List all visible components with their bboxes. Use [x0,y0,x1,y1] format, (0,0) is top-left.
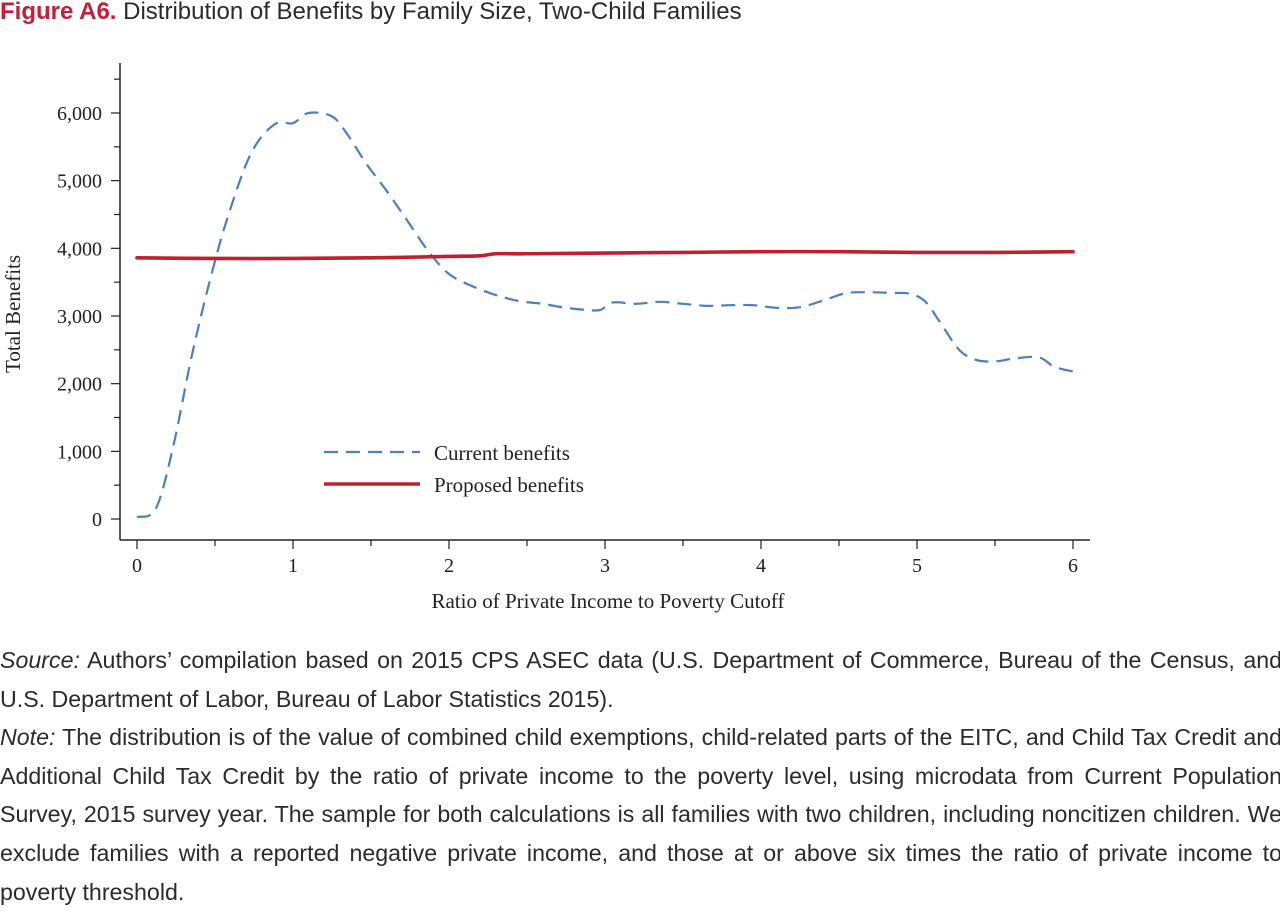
x-tick-label: 0 [132,555,142,577]
figure-title: Figure A6. Distribution of Benefits by F… [0,0,742,26]
figure-title-text: Distribution of Benefits by Family Size,… [123,0,742,25]
source-label: Source: [0,647,80,673]
y-axis-label: Total Benefits [1,255,25,373]
note-label: Note: [0,724,56,751]
x-tick-label: 3 [600,555,610,577]
legend-label: Current benefits [434,441,570,465]
x-tick-label: 5 [912,555,922,577]
x-tick-label: 2 [444,555,454,577]
chart-legend: Current benefits Proposed benefits [324,441,584,497]
legend-proposed-benefits: Proposed benefits [324,473,584,497]
current-benefits-line [136,111,1074,519]
y-tick-label: 6,000 [57,103,102,125]
y-tick-label: 3,000 [57,306,102,328]
legend-label: Proposed benefits [434,473,584,497]
legend-current-benefits: Current benefits [324,441,570,465]
source-text: Authors’ compilation based on 2015 CPS A… [0,647,1280,712]
y-tick-label: 5,000 [57,171,102,193]
figure-notes: Source: Authors’ compilation based on 20… [0,641,1280,911]
y-tick-label: 1,000 [57,441,102,463]
y-tick-label: 2,000 [57,374,102,396]
x-axis-label: Ratio of Private Income to Poverty Cutof… [431,589,784,613]
x-tick-label: 6 [1068,555,1078,577]
y-tick-label: 4,000 [57,238,102,260]
figure-label: Figure A6. [0,0,117,25]
chart-axes: 0 1,000 2,000 3,000 4,000 5,000 6,000 0 1 2 3 4 5 6 [57,63,1090,577]
y-tick-label: 0 [92,509,102,531]
source-note: Source: Authors’ compilation based on 20… [0,641,1280,718]
x-tick-label: 4 [756,555,766,577]
chart-series [135,111,1075,519]
note-text: The distribution is of the value of comb… [0,724,1280,905]
x-tick-label: 1 [288,555,298,577]
note-paragraph: Note: The distribution is of the value o… [0,718,1280,911]
line-chart: 0 1,000 2,000 3,000 4,000 5,000 6,000 0 1 2 3 4 5 6 C… [1,63,1090,613]
proposed-benefits-line [135,249,1075,261]
